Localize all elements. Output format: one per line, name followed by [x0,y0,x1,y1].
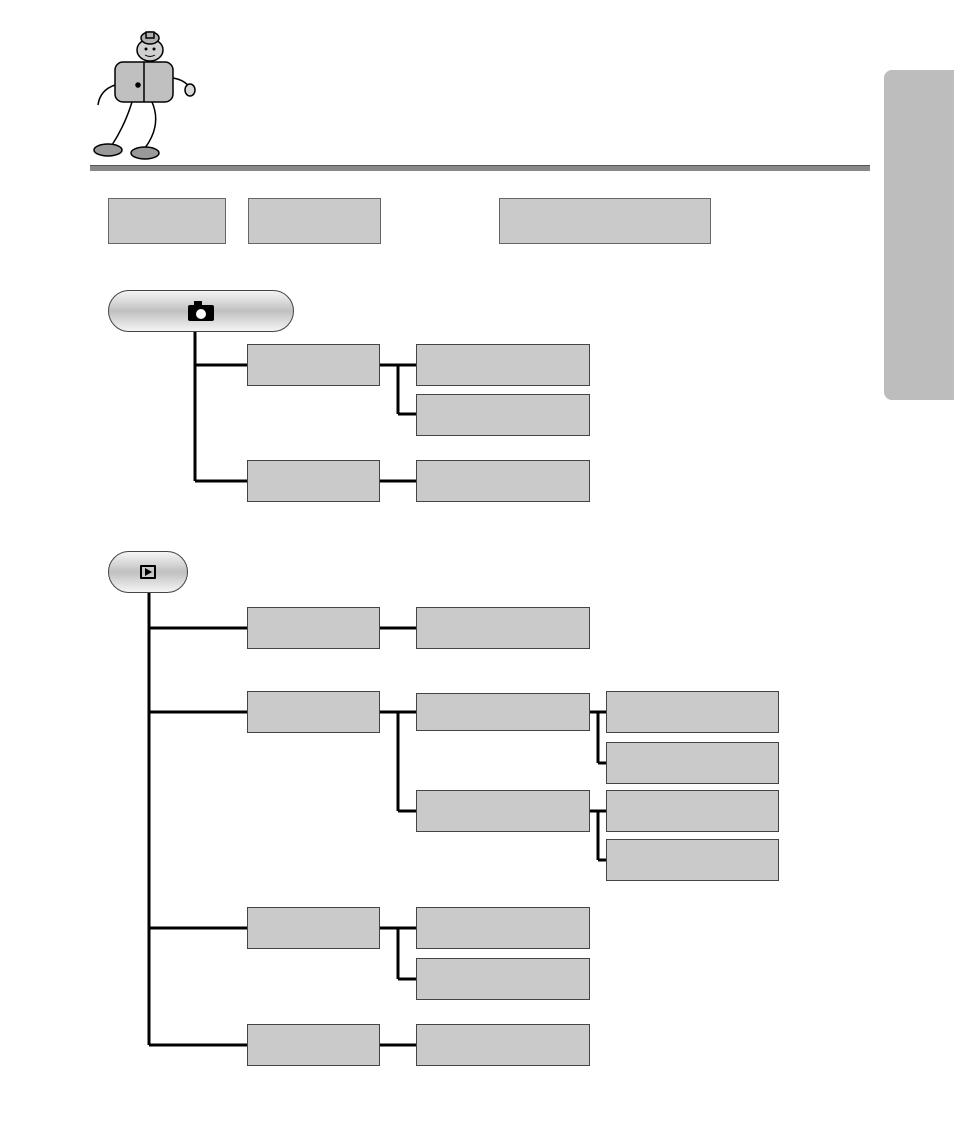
node-n12 [416,790,590,832]
node-n19 [416,1024,590,1066]
play-icon [140,565,156,579]
header-boxes [108,198,711,244]
node-n13 [606,790,779,832]
header-divider [90,165,870,171]
node-n4 [247,460,380,502]
header-box-1 [108,198,226,244]
node-n2 [416,344,590,386]
node-n17 [416,958,590,1000]
node-n15 [247,907,380,949]
node-n18 [247,1024,380,1066]
node-n9 [416,693,590,731]
node-n11 [606,742,779,784]
page-root [0,0,954,1145]
node-n3 [416,394,590,436]
header-box-3 [499,198,711,244]
node-n1 [247,344,380,386]
node-n14 [606,839,779,881]
node-n6 [247,607,380,649]
camera-icon [188,301,214,321]
header-box-2 [248,198,381,244]
mascot-illustration [90,30,200,165]
node-n10 [606,691,779,733]
node-n16 [416,907,590,949]
side-tab [884,70,954,400]
node-n7 [416,607,590,649]
node-n8 [247,691,380,733]
mode-pill-play [108,551,188,593]
mode-pill-camera [108,290,294,332]
node-n5 [416,460,590,502]
